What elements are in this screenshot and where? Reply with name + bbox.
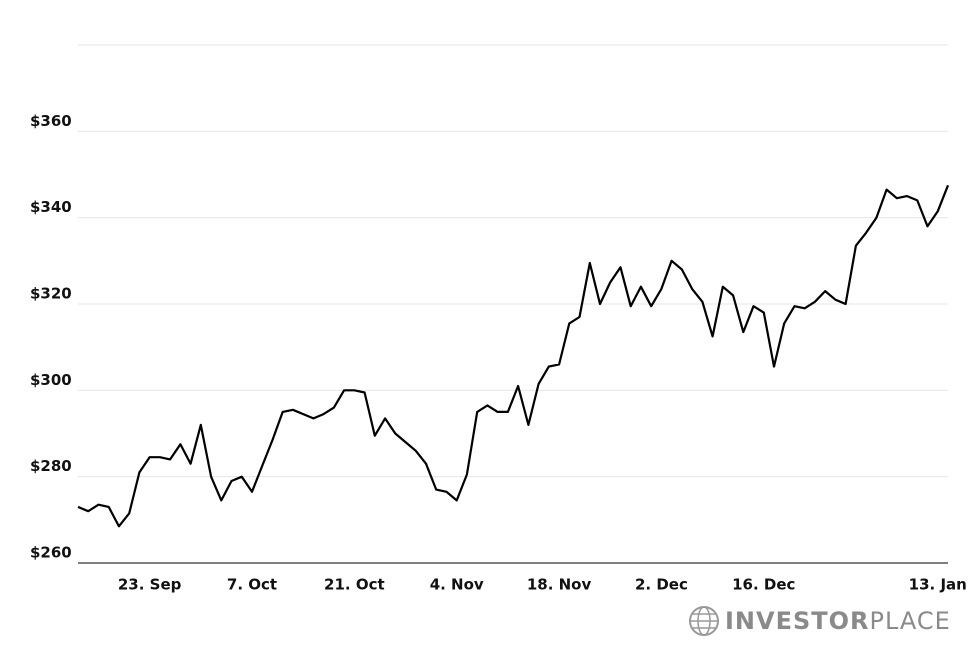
x-tick-label: 7. Oct xyxy=(227,576,277,594)
x-tick-label: 18. Nov xyxy=(527,576,592,594)
x-tick-label: 2. Dec xyxy=(635,576,688,594)
brand-bold: INVESTOR xyxy=(725,607,870,635)
y-tick-label: $360 xyxy=(30,112,72,130)
x-tick-label: 23. Sep xyxy=(118,576,182,594)
x-tick-label: 16. Dec xyxy=(732,576,795,594)
brand-light: PLACE xyxy=(870,607,951,635)
y-tick-label: $340 xyxy=(30,198,72,216)
brand-text: INVESTORPLACE xyxy=(725,607,951,635)
price-line xyxy=(77,184,950,528)
y-tick-label: $280 xyxy=(30,457,72,475)
x-tick-label: 13. Jan xyxy=(909,576,967,594)
x-tick-label: 21. Oct xyxy=(324,576,385,594)
y-tick-label: $320 xyxy=(30,285,72,303)
brand-logo xyxy=(689,606,719,636)
y-tick-label: $300 xyxy=(30,371,72,389)
y-tick-label: $260 xyxy=(30,544,72,562)
x-tick-label: 4. Nov xyxy=(430,576,484,594)
